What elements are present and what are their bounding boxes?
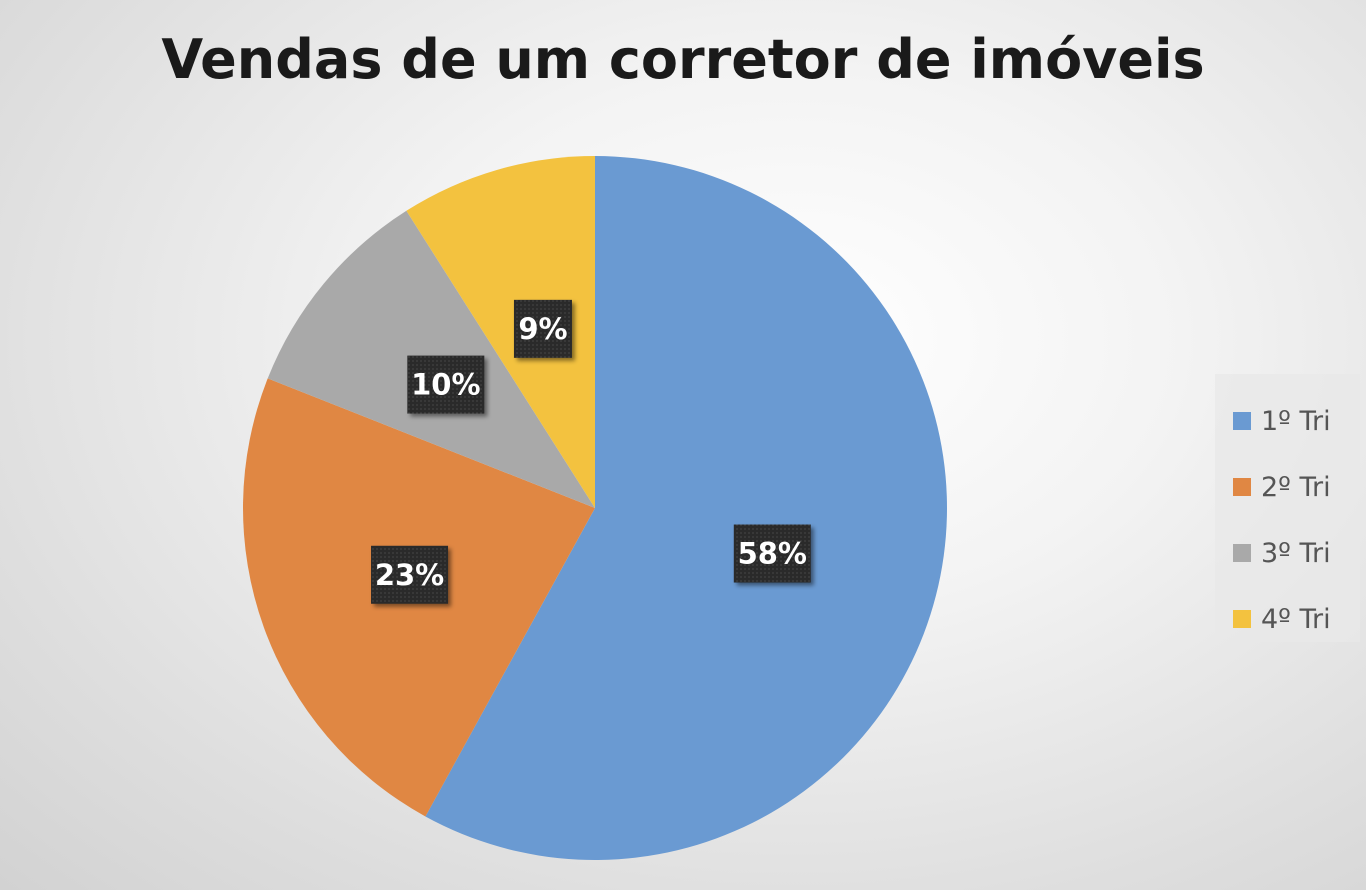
data-label-4: 9% — [513, 299, 572, 358]
data-label-1: 58% — [733, 524, 811, 583]
data-label-text: 10% — [411, 368, 480, 402]
legend-label: 3º Tri — [1261, 537, 1331, 569]
data-label-2: 23% — [371, 545, 449, 604]
legend-label: 1º Tri — [1261, 405, 1331, 437]
data-label-box — [733, 524, 811, 583]
legend-item-3: 3º Tri — [1215, 520, 1360, 586]
legend-swatch — [1233, 610, 1251, 628]
data-label-text: 9% — [518, 312, 567, 346]
chart-title: Vendas de um corretor de imóveis — [161, 28, 1205, 91]
legend-label: 2º Tri — [1261, 471, 1331, 503]
pie-slice-1 — [425, 156, 948, 860]
data-label-text: 23% — [375, 558, 444, 592]
pie-slice-4 — [406, 156, 595, 508]
legend-item-2: 2º Tri — [1215, 454, 1360, 520]
legend-swatch — [1233, 478, 1251, 496]
legend-item-4: 4º Tri — [1215, 586, 1360, 652]
legend-swatch — [1233, 412, 1251, 430]
data-label-3: 10% — [407, 355, 485, 414]
data-label-box — [371, 545, 449, 604]
data-label-box — [407, 355, 485, 414]
legend-item-1: 1º Tri — [1215, 388, 1360, 454]
legend-swatch — [1233, 544, 1251, 562]
data-label-box — [513, 299, 572, 358]
legend: 1º Tri 2º Tri 3º Tri 4º Tri — [1215, 374, 1360, 642]
legend-label: 4º Tri — [1261, 603, 1331, 635]
data-label-text: 58% — [738, 537, 807, 571]
